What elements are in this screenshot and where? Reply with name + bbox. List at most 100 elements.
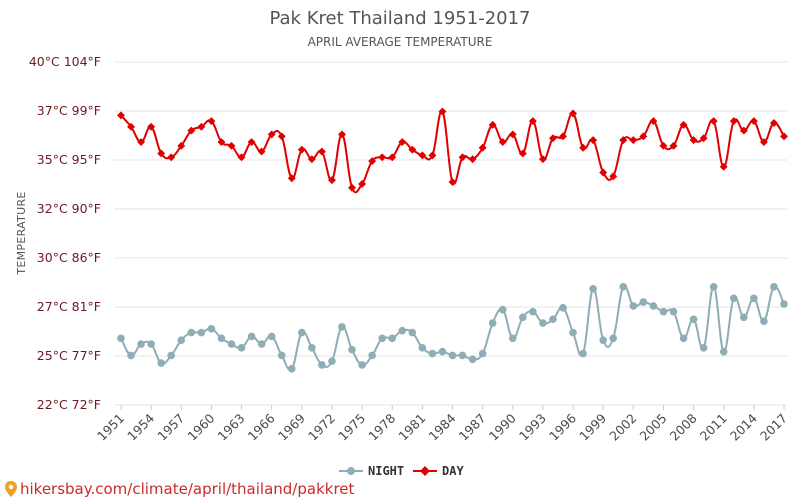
- data-point-day[interactable]: [548, 134, 557, 143]
- data-point-night[interactable]: [318, 361, 326, 369]
- data-point-night[interactable]: [780, 300, 788, 308]
- data-point-night[interactable]: [368, 351, 376, 360]
- data-point-night[interactable]: [438, 347, 447, 356]
- data-point-night[interactable]: [709, 283, 718, 291]
- data-point-day[interactable]: [629, 136, 638, 145]
- data-point-day[interactable]: [187, 126, 196, 135]
- data-point-day[interactable]: [579, 143, 588, 152]
- data-point-day[interactable]: [237, 153, 246, 162]
- data-point-day[interactable]: [659, 141, 668, 150]
- data-point-night[interactable]: [388, 334, 397, 343]
- data-point-day[interactable]: [468, 155, 477, 164]
- data-point-day[interactable]: [358, 179, 367, 188]
- data-point-day[interactable]: [277, 132, 286, 141]
- data-point-day[interactable]: [508, 130, 517, 139]
- data-point-night[interactable]: [770, 283, 778, 291]
- data-point-day[interactable]: [267, 130, 276, 139]
- data-point-night[interactable]: [227, 340, 236, 348]
- data-point-day[interactable]: [729, 117, 738, 126]
- data-point-night[interactable]: [338, 323, 346, 331]
- data-point-day[interactable]: [699, 134, 708, 143]
- data-point-day[interactable]: [167, 153, 176, 162]
- data-point-day[interactable]: [559, 132, 567, 141]
- data-point-day[interactable]: [348, 183, 357, 192]
- data-point-night[interactable]: [699, 344, 708, 352]
- watermark-link[interactable]: hikersbay.com/climate/april/thailand/pak…: [20, 480, 355, 498]
- data-point-day[interactable]: [137, 138, 146, 146]
- data-point-night[interactable]: [378, 334, 386, 343]
- data-point-night[interactable]: [729, 294, 738, 303]
- data-point-night[interactable]: [147, 340, 155, 348]
- data-point-night[interactable]: [549, 315, 557, 324]
- data-point-night[interactable]: [629, 302, 638, 310]
- data-point-night[interactable]: [167, 351, 176, 360]
- data-point-night[interactable]: [740, 313, 748, 322]
- data-point-night[interactable]: [719, 347, 728, 356]
- data-point-night[interactable]: [498, 305, 507, 314]
- data-point-day[interactable]: [117, 111, 125, 120]
- data-point-day[interactable]: [217, 138, 226, 146]
- data-point-night[interactable]: [137, 340, 145, 348]
- data-point-night[interactable]: [267, 332, 276, 341]
- legend-item-night[interactable]: NIGHT: [339, 464, 404, 478]
- data-point-day[interactable]: [589, 136, 598, 145]
- data-point-night[interactable]: [187, 328, 196, 337]
- data-point-day[interactable]: [780, 132, 788, 141]
- data-point-day[interactable]: [538, 155, 547, 164]
- data-point-night[interactable]: [639, 298, 648, 306]
- data-point-day[interactable]: [207, 117, 216, 126]
- data-point-night[interactable]: [659, 307, 668, 316]
- data-point-day[interactable]: [448, 178, 457, 187]
- data-point-night[interactable]: [177, 336, 186, 345]
- data-point-night[interactable]: [428, 349, 437, 358]
- data-point-night[interactable]: [679, 334, 688, 343]
- data-point-night[interactable]: [308, 344, 316, 352]
- data-point-night[interactable]: [609, 334, 618, 343]
- data-point-night[interactable]: [589, 284, 597, 293]
- data-point-night[interactable]: [669, 307, 678, 316]
- data-point-day[interactable]: [307, 155, 316, 164]
- data-point-day[interactable]: [639, 132, 648, 141]
- data-point-night[interactable]: [298, 328, 306, 337]
- data-point-night[interactable]: [418, 344, 427, 352]
- data-point-night[interactable]: [488, 319, 497, 327]
- data-point-day[interactable]: [759, 138, 768, 146]
- data-point-day[interactable]: [297, 145, 306, 154]
- data-point-day[interactable]: [719, 162, 728, 171]
- data-point-night[interactable]: [197, 328, 206, 337]
- data-point-night[interactable]: [217, 334, 226, 343]
- data-point-night[interactable]: [458, 351, 467, 360]
- watermark[interactable]: hikersbay.com/climate/april/thailand/pak…: [5, 480, 355, 498]
- legend-item-day[interactable]: DAY: [413, 464, 464, 478]
- data-point-day[interactable]: [408, 145, 417, 154]
- data-point-day[interactable]: [147, 122, 156, 131]
- data-point-day[interactable]: [197, 122, 206, 131]
- data-point-day[interactable]: [127, 122, 136, 131]
- data-point-day[interactable]: [689, 136, 698, 145]
- data-point-day[interactable]: [157, 149, 166, 158]
- data-point-day[interactable]: [498, 138, 507, 146]
- data-point-day[interactable]: [368, 157, 377, 166]
- data-point-night[interactable]: [398, 326, 407, 335]
- data-point-night[interactable]: [328, 357, 336, 365]
- data-point-day[interactable]: [709, 117, 718, 126]
- data-point-night[interactable]: [569, 328, 577, 337]
- data-point-day[interactable]: [227, 141, 236, 150]
- data-point-night[interactable]: [448, 351, 457, 360]
- data-point-day[interactable]: [649, 117, 658, 126]
- data-point-day[interactable]: [338, 130, 346, 139]
- data-point-night[interactable]: [207, 324, 216, 333]
- data-point-night[interactable]: [579, 349, 587, 358]
- data-point-night[interactable]: [559, 304, 567, 312]
- data-point-night[interactable]: [358, 361, 366, 369]
- data-point-night[interactable]: [277, 351, 286, 360]
- data-point-day[interactable]: [458, 153, 467, 162]
- data-point-night[interactable]: [508, 334, 517, 343]
- data-point-night[interactable]: [247, 332, 256, 341]
- data-point-night[interactable]: [117, 334, 125, 343]
- data-point-night[interactable]: [287, 364, 296, 373]
- data-point-day[interactable]: [257, 147, 266, 156]
- data-point-day[interactable]: [177, 141, 186, 150]
- data-point-day[interactable]: [428, 151, 437, 160]
- data-point-day[interactable]: [478, 143, 487, 152]
